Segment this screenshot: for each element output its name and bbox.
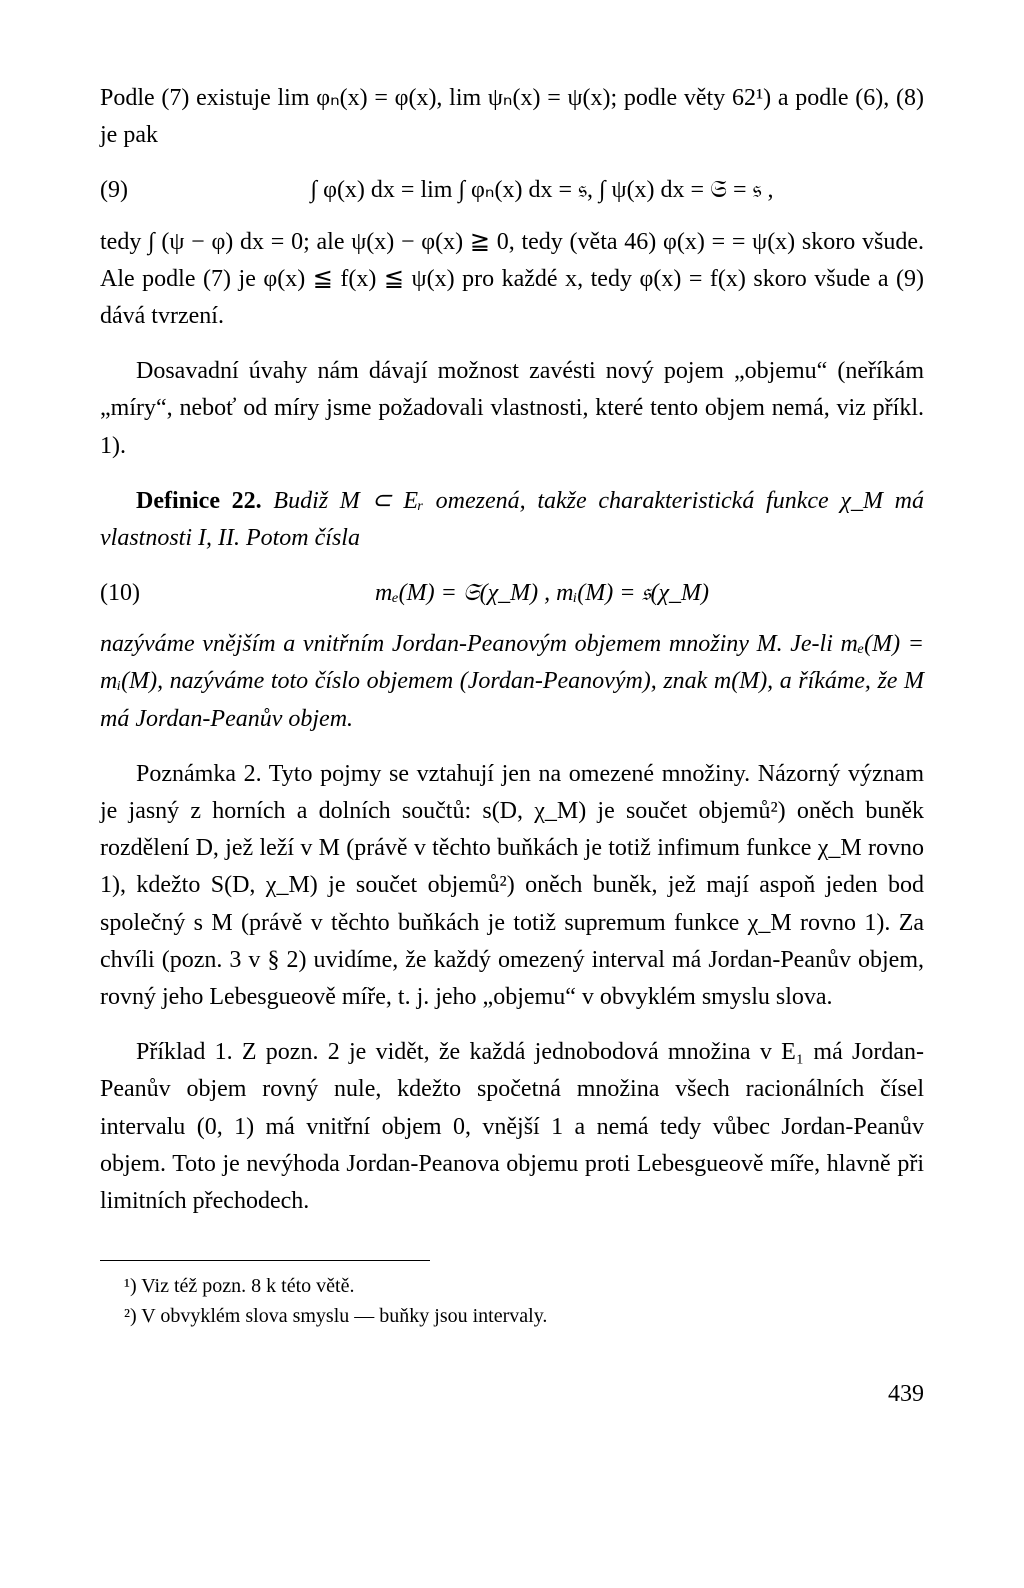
- equation-9-number: (9): [100, 172, 160, 209]
- equation-9: (9) ∫ φ(x) dx = lim ∫ φₙ(x) dx = 𝔰, ∫ ψ(…: [100, 172, 924, 209]
- equation-10: (10) mₑ(M) = 𝔖(χ_M) , mᵢ(M) = 𝔰(χ_M): [100, 575, 924, 612]
- paragraph-2: tedy ∫ (ψ − φ) dx = 0; ale ψ(x) − φ(x) ≧…: [100, 224, 924, 336]
- equation-10-body: mₑ(M) = 𝔖(χ_M) , mᵢ(M) = 𝔰(χ_M): [160, 575, 924, 612]
- paragraph-3: Dosavadní úvahy nám dávají možnost zavés…: [100, 353, 924, 465]
- paragraph-example: Příklad 1. Z pozn. 2 je vidět, že každá …: [100, 1034, 924, 1220]
- page-number: 439: [100, 1381, 924, 1408]
- paragraph-remark: Poznámka 2. Tyto pojmy se vztahují jen n…: [100, 756, 924, 1016]
- footnote-2: ²) V obvyklém slova smyslu — buňky jsou …: [100, 1301, 924, 1331]
- paragraph-intro: Podle (7) existuje lim φₙ(x) = φ(x), lim…: [100, 80, 924, 154]
- footnote-separator: [100, 1260, 430, 1271]
- definition-continued: nazýváme vnějším a vnitřním Jordan-Peano…: [100, 626, 924, 738]
- equation-10-number: (10): [100, 575, 160, 612]
- definition-heading: Definice 22.: [136, 488, 262, 514]
- equation-9-body: ∫ φ(x) dx = lim ∫ φₙ(x) dx = 𝔰, ∫ ψ(x) d…: [160, 172, 924, 209]
- definition-22: Definice 22. Budiž M ⊂ Eᵣ omezená, takže…: [100, 483, 924, 557]
- page-container: Podle (7) existuje lim φₙ(x) = φ(x), lim…: [0, 0, 1024, 1588]
- footnote-1: ¹) Viz též pozn. 8 k této větě.: [100, 1271, 924, 1301]
